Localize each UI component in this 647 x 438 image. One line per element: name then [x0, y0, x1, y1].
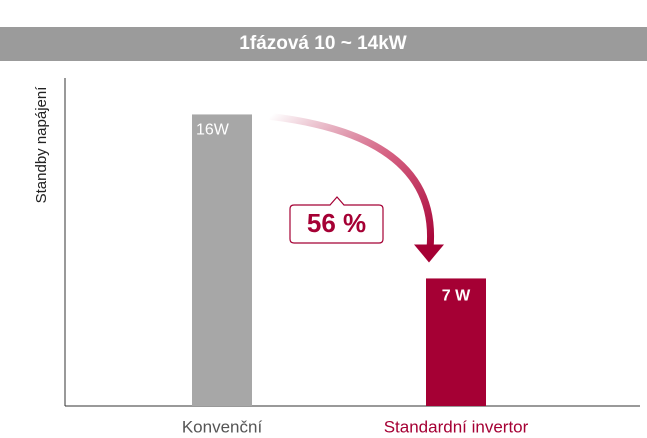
bar: [426, 278, 486, 406]
value-label: 16W: [196, 122, 230, 139]
y-axis-label: Standby napájení: [33, 86, 50, 204]
arrow-head: [414, 244, 444, 263]
value-label: 7 W: [442, 288, 471, 305]
x-tick-label: Standardní invertor: [384, 417, 529, 436]
annotation: 56 %: [307, 208, 366, 238]
annotation-box: [289, 196, 384, 244]
chart-title: 1fázová 10 ~ 14kW: [239, 33, 406, 54]
bar: [192, 114, 252, 406]
x-tick-label: Konvenční: [182, 417, 263, 436]
reduction-arrow: [269, 112, 435, 249]
title-band: [0, 27, 647, 61]
